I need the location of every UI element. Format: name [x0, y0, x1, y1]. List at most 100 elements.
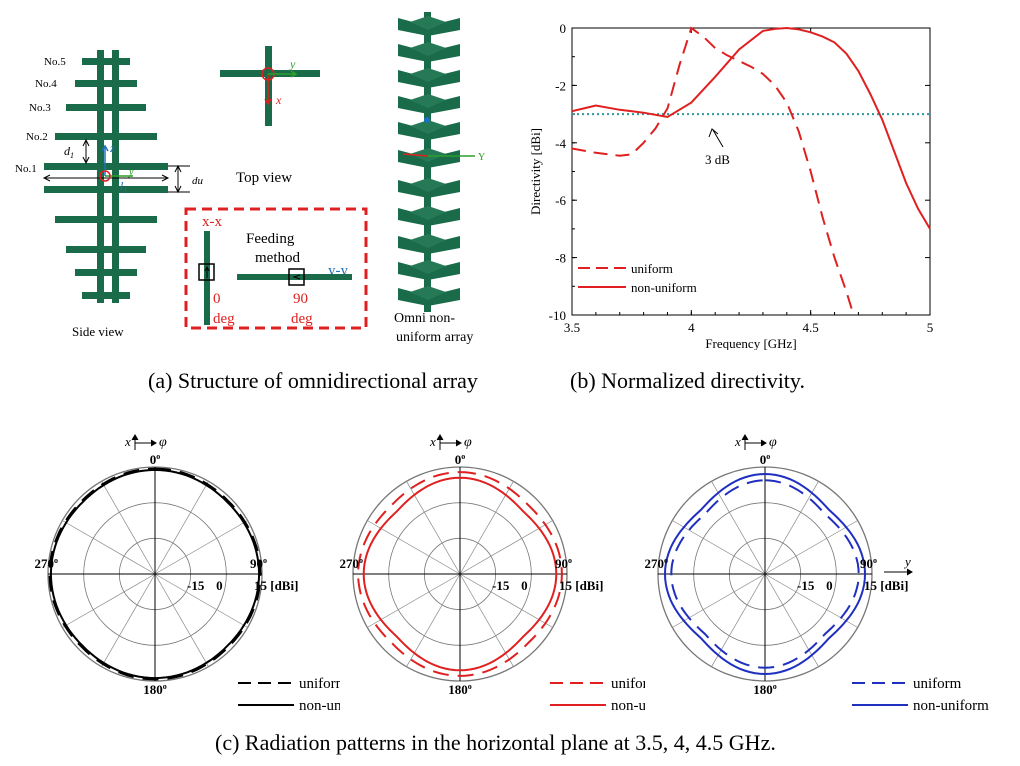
radial-label-minus15: -15 — [797, 578, 815, 593]
polar-series-uniform — [357, 471, 563, 677]
structure-figure: No.5 No.4 No.3 No.2 No.1 d1 l1 du z y Si… — [15, 12, 485, 345]
side-view-label: Side view — [72, 324, 124, 339]
polar-axis-phi-label: φ — [769, 435, 777, 450]
polar-spoke — [154, 481, 209, 575]
angle-label-0: 0o — [455, 452, 466, 467]
angle-label-0: 0o — [150, 452, 161, 467]
omni-fin-top — [410, 148, 446, 162]
feeding-deg0-value: 0 — [213, 291, 221, 307]
omni-fin-top — [410, 178, 446, 192]
omni-fin-left — [398, 70, 428, 88]
omni-fin-top — [410, 94, 446, 108]
polar-spoke — [711, 573, 766, 667]
omni-fin-top — [410, 234, 446, 248]
omni-fin-left — [398, 122, 428, 140]
radial-label-0: 0 — [521, 578, 528, 593]
arm-no1 — [44, 163, 168, 170]
angle-label-0: 0o — [760, 452, 771, 467]
omni-fin-left — [398, 236, 428, 254]
legend-label-non-uniform: non-uniform — [631, 280, 697, 295]
angle-label-90: 90o — [555, 556, 572, 571]
polar-legend-label-non-uniform: non-uniform — [913, 698, 989, 714]
annotation-arrowhead — [708, 128, 719, 138]
polar-spoke — [459, 573, 553, 628]
polar-spoke — [764, 520, 858, 575]
polar-axis-phi-head — [455, 439, 462, 447]
polar-spoke — [367, 573, 461, 628]
label-no5: No.5 — [44, 56, 66, 68]
polar-axis-phi-label: φ — [159, 435, 167, 450]
omni-fin-left — [398, 18, 428, 36]
y-tick-label: 0 — [560, 21, 567, 36]
polar-series-non-uniform — [362, 476, 558, 672]
y-tick-label: -2 — [555, 78, 566, 93]
feeding-title-line2: method — [255, 250, 300, 266]
polar-axis-x-label: x — [124, 434, 131, 449]
radial-label-0: 0 — [216, 578, 223, 593]
polar-spoke — [406, 481, 461, 575]
arm-no5 — [82, 58, 130, 65]
omni-array-3d: Y — [398, 12, 485, 312]
polar-axis-x-label: x — [429, 434, 436, 449]
side-feed-point — [99, 170, 111, 182]
polar-spoke — [154, 573, 209, 667]
legend-label-uniform: uniform — [631, 261, 673, 276]
side-axis-z: z — [109, 141, 115, 155]
caption-a: (a) Structure of omnidirectional array — [148, 368, 478, 393]
omni-fin-top — [410, 206, 446, 220]
x-axis-label: Frequency [GHz] — [705, 336, 796, 350]
y-axis-label: Directivity [dBi] — [528, 128, 543, 215]
omni-fin-right — [428, 208, 460, 226]
polar-axis-x-head — [436, 434, 444, 441]
omni-fin-right — [428, 122, 460, 140]
polar-spoke — [459, 520, 553, 575]
polar-chart-3-5ghz: 0o 90o 180o 270o -15 0 15 [dBi] x φ uniform non-un… — [35, 434, 341, 714]
y-tick-label: -4 — [555, 136, 566, 151]
polar-legend-label-non-uniform: non-uniform — [299, 698, 340, 714]
polar-chart-4ghz: 0o 90o 180o 270o -15 0 15 [dBi] x φ uniform non-un… — [340, 434, 646, 714]
arm-no4 — [75, 80, 137, 87]
label-no3: No.3 — [29, 102, 51, 114]
arm-low4 — [75, 269, 137, 276]
angle-label-270: 270o — [645, 556, 669, 571]
feeding-deg0-unit: deg — [213, 311, 235, 327]
omni-fin-right — [428, 44, 460, 62]
polar-legend-label-uniform: uniform — [913, 676, 962, 692]
feeding-method-box — [184, 207, 368, 330]
omni-fin-right — [428, 150, 460, 168]
omni-fin-top — [410, 286, 446, 300]
omni-fin-left — [398, 96, 428, 114]
caption-c: (c) Radiation patterns in the horizontal… — [215, 730, 776, 755]
feeding-xx-label: x-x — [202, 214, 222, 230]
polar-axis-x-head — [741, 434, 749, 441]
polar-spoke — [62, 573, 156, 628]
omni-fin-left — [398, 288, 428, 306]
polar-spoke — [764, 481, 819, 575]
polar-spoke — [101, 481, 156, 575]
omni-fin-left — [398, 208, 428, 226]
angle-label-270: 270o — [340, 556, 364, 571]
top-view-antenna — [220, 46, 320, 126]
polar-axis-phi-label: φ — [464, 435, 472, 450]
angle-label-180: 180o — [448, 682, 472, 697]
polar-axis-x-head — [131, 434, 139, 441]
top-axis-y: y — [289, 57, 296, 71]
polar-spoke — [101, 573, 156, 667]
feeding-deg90-value: 90 — [293, 291, 308, 307]
polar-axis-y-head — [906, 568, 913, 576]
arm-low1 — [44, 186, 168, 193]
feeding-title-line1: Feeding — [246, 231, 295, 247]
dim-l1: l1 — [120, 179, 127, 195]
omni-fin-right — [428, 70, 460, 88]
omni-fin-right — [428, 96, 460, 114]
polar-chart-4-5ghz: 0o 90o 180o 270o -15 0 15 [dBi] x φ y uniform non-u… — [645, 434, 990, 714]
radial-label-15: 15 [dBi] — [254, 578, 298, 593]
radial-label-minus15: -15 — [492, 578, 510, 593]
x-tick-label: 5 — [927, 320, 934, 335]
omni-fin-top — [410, 16, 446, 30]
polar-spoke — [154, 520, 248, 575]
series-uniform-line — [571, 26, 855, 316]
omni-fin-left — [398, 180, 428, 198]
polar-spoke — [459, 481, 514, 575]
feeding-deg90-unit: deg — [291, 311, 313, 327]
